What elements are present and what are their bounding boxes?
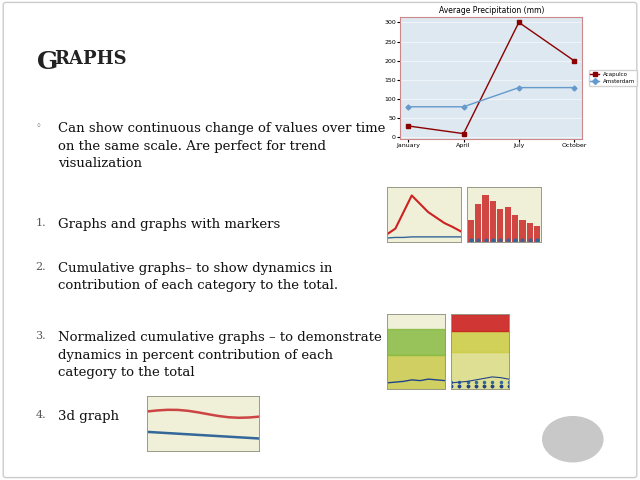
Text: Cumulative graphs– to show dynamics in
contribution of each category to the tota: Cumulative graphs– to show dynamics in c…	[58, 262, 338, 292]
Bar	[527, 223, 533, 242]
Title: Average Precipitation (mm): Average Precipitation (mm)	[438, 6, 544, 14]
Text: Normalized cumulative graphs – to demonstrate
dynamics in percent contribution o: Normalized cumulative graphs – to demons…	[58, 331, 381, 379]
Bar	[497, 209, 504, 242]
Text: G: G	[37, 50, 58, 74]
Bar	[519, 220, 525, 242]
Text: ◦: ◦	[35, 122, 41, 132]
Text: RAPHS: RAPHS	[54, 50, 127, 68]
Text: 2.: 2.	[35, 262, 46, 272]
Bar	[468, 220, 474, 242]
Text: Can show continuous change of values over time
on the same scale. Are perfect fo: Can show continuous change of values ove…	[58, 122, 385, 170]
Text: 3d graph: 3d graph	[58, 410, 118, 423]
Text: Graphs and graphs with markers: Graphs and graphs with markers	[58, 218, 280, 231]
Legend: Acapulco, Amsterdam: Acapulco, Amsterdam	[589, 70, 637, 86]
FancyBboxPatch shape	[3, 2, 637, 478]
Text: 3.: 3.	[35, 331, 46, 341]
Bar	[483, 195, 489, 242]
Bar	[512, 215, 518, 242]
Bar	[475, 204, 481, 242]
Text: 4.: 4.	[35, 410, 46, 420]
Bar	[534, 226, 540, 242]
Bar	[504, 206, 511, 242]
Text: 1.: 1.	[35, 218, 46, 228]
Bar	[490, 201, 496, 242]
